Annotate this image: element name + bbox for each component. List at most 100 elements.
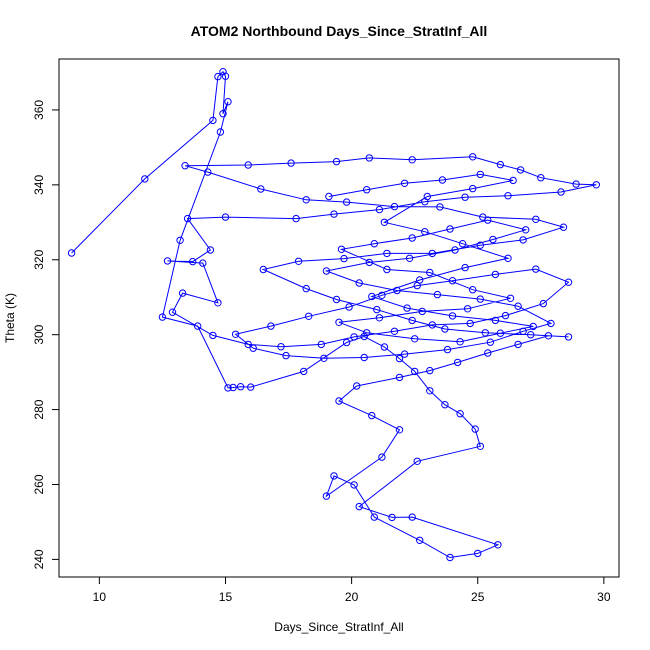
- data-point: [350, 481, 358, 489]
- data-point: [469, 286, 477, 294]
- data-point: [375, 314, 384, 322]
- y-tick-label: 240: [32, 549, 46, 569]
- data-point: [257, 185, 265, 193]
- data-point: [335, 397, 343, 405]
- data-point: [375, 205, 384, 214]
- data-point: [408, 513, 416, 521]
- data-point: [350, 333, 358, 341]
- data-point: [519, 236, 527, 244]
- data-point: [484, 349, 492, 357]
- data-point: [421, 228, 429, 236]
- data-point: [355, 502, 363, 511]
- data-point: [388, 513, 396, 522]
- data-point: [501, 311, 510, 320]
- data-point: [426, 387, 434, 395]
- x-axis-label: Days_Since_StratInf_All: [274, 620, 403, 634]
- data-point: [489, 235, 497, 244]
- data-point: [433, 290, 442, 299]
- data-point: [446, 225, 454, 233]
- data-point: [67, 249, 76, 257]
- data-point: [496, 160, 505, 169]
- y-tick-label: 340: [32, 175, 46, 195]
- data-point: [408, 156, 416, 164]
- data-point: [446, 553, 454, 562]
- plot-frame: [58, 58, 620, 578]
- data-point: [206, 246, 215, 254]
- data-point: [141, 175, 149, 183]
- data-point: [441, 401, 449, 409]
- data-point: [221, 213, 230, 221]
- data-point: [474, 549, 482, 558]
- data-point: [353, 382, 361, 390]
- data-point: [522, 226, 530, 234]
- data-point: [532, 265, 540, 273]
- data-point: [491, 270, 500, 279]
- data-point: [294, 257, 303, 265]
- data-point: [267, 322, 275, 330]
- data-point: [320, 354, 328, 362]
- data-point: [330, 472, 338, 480]
- data-point: [224, 98, 232, 106]
- data-point: [416, 276, 424, 284]
- data-point: [229, 383, 237, 392]
- y-axis-label: Theta (K): [3, 293, 17, 343]
- data-point: [403, 304, 411, 312]
- data-point: [373, 305, 381, 314]
- data-point: [476, 241, 484, 249]
- data-point: [163, 257, 172, 265]
- data-point: [244, 340, 252, 349]
- data-point: [451, 246, 459, 254]
- data-point: [539, 299, 547, 308]
- data-point: [463, 305, 472, 313]
- data-point: [322, 492, 331, 500]
- data-point: [476, 295, 484, 303]
- data-point: [244, 161, 252, 169]
- data-point: [527, 331, 535, 339]
- data-point: [300, 367, 308, 376]
- data-point: [544, 332, 553, 340]
- data-point: [532, 215, 540, 224]
- data-point: [221, 72, 230, 80]
- data-point: [461, 263, 469, 272]
- data-point: [456, 410, 464, 418]
- data-point: [287, 159, 295, 167]
- data-point: [496, 329, 505, 337]
- data-point: [436, 203, 444, 211]
- data-point: [393, 286, 401, 295]
- data-point: [219, 110, 227, 118]
- data-point: [395, 373, 404, 382]
- data-point: [416, 536, 424, 544]
- data-point: [368, 292, 376, 301]
- data-point: [564, 333, 573, 341]
- data-point: [363, 329, 371, 337]
- data-point: [514, 340, 522, 349]
- data-point: [330, 210, 338, 218]
- data-point: [342, 198, 351, 206]
- data-point: [537, 174, 545, 182]
- data-point: [476, 442, 484, 450]
- data-point: [486, 338, 495, 346]
- data-point: [413, 457, 421, 465]
- data-point: [277, 343, 285, 351]
- y-tick-label: 360: [32, 100, 46, 120]
- data-point: [183, 214, 192, 223]
- data-point: [176, 236, 184, 245]
- data-point: [342, 338, 351, 347]
- data-point: [408, 234, 416, 242]
- y-tick-label: 280: [32, 399, 46, 419]
- data-point: [380, 218, 389, 227]
- data-point: [405, 254, 414, 262]
- data-point: [509, 176, 517, 185]
- data-point: [332, 295, 341, 304]
- data-point: [438, 176, 447, 184]
- data-point: [345, 303, 353, 311]
- data-point: [209, 116, 217, 125]
- data-point: [494, 541, 502, 549]
- x-tick-label: 15: [219, 590, 233, 604]
- data-point: [428, 321, 436, 329]
- data-point: [335, 318, 343, 326]
- data-point: [168, 308, 177, 316]
- x-tick-label: 25: [471, 590, 485, 604]
- data-point: [453, 358, 462, 367]
- y-tick-label: 260: [32, 474, 46, 494]
